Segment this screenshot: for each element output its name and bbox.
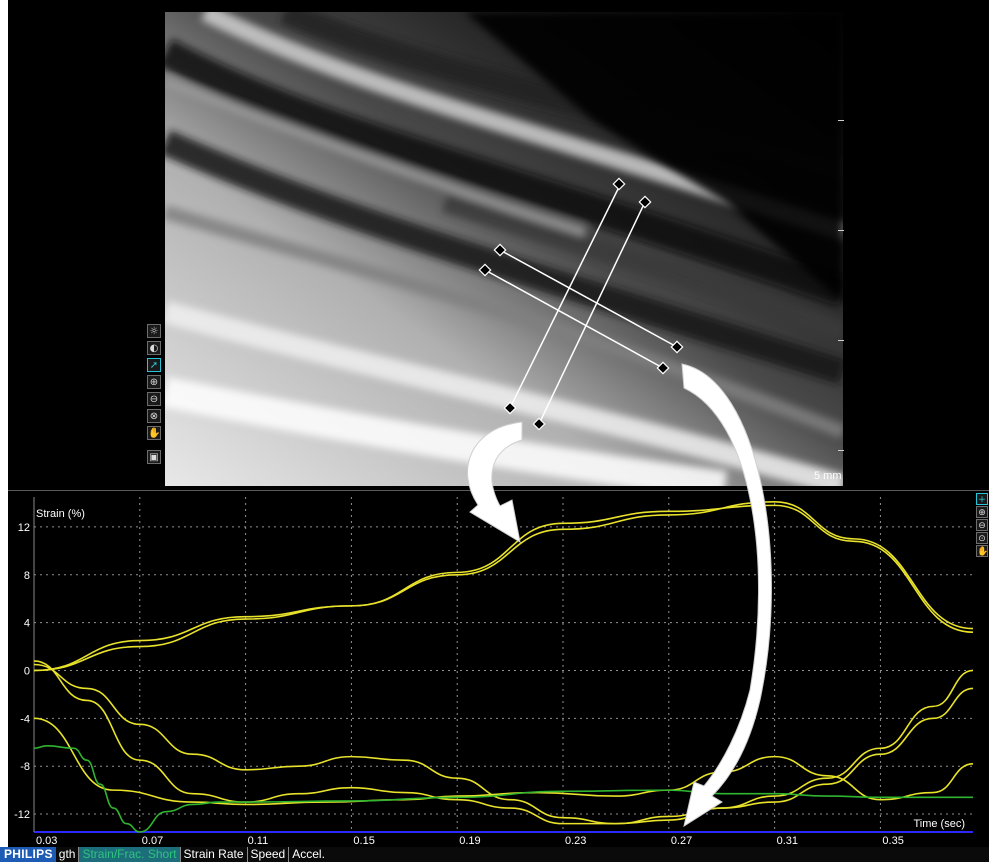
depth-tick [838,120,844,121]
measurement-handles [478,177,684,431]
y-tick-label: -8 [20,761,30,773]
y-tick-label: 8 [24,570,30,582]
tab-strain[interactable]: Strain/Frac. Short [78,847,180,862]
tab-strain-rate[interactable]: Strain Rate [179,847,247,862]
magnify-icon[interactable]: ⊕ [976,506,988,518]
scale-label: 5 mm [814,470,842,482]
x-tick-label: 0.07 [142,835,163,847]
tab-length[interactable]: gth [58,847,76,861]
y-tick-label: -4 [20,713,30,725]
x-tick-label: 0.35 [882,835,903,847]
depth-tick [838,230,844,231]
camera-icon[interactable]: ▣ [147,450,161,464]
depth-tick [838,340,844,341]
strain-series-3 [33,660,973,825]
y-tick-label: 4 [24,618,30,630]
pointer-icon[interactable]: ➚ [147,358,161,372]
magnify-icon[interactable]: ⊖ [976,519,988,531]
mode-tab-bar: PHILIPS gth Strain/Frac. Short Strain Ra… [0,847,989,862]
x-tick-label: 0.23 [565,835,586,847]
tab-speed[interactable]: Speed [246,847,289,862]
graph-toolbar: + ⊕ ⊖ ⊙ ✋ [975,493,989,558]
x-axis-label: Time (sec) [913,818,965,830]
plus-icon[interactable]: + [976,493,988,505]
brand-logo: PHILIPS [0,847,56,862]
x-tick-label: 0.15 [353,835,374,847]
strain-series-1 [33,504,973,672]
strain-series-0 [33,500,973,672]
y-tick-label: 12 [18,522,30,534]
contrast-icon[interactable]: ☼ [147,324,161,338]
strain-series-5 [33,745,973,833]
depth-tick [838,450,844,451]
strain-series-4 [33,717,973,806]
arrow-to-upper-curve [467,421,523,544]
x-tick-label: 0.11 [248,835,269,847]
pan-icon[interactable]: ⊗ [147,409,161,423]
y-tick-label: 0 [24,665,30,677]
magnify-icon[interactable]: ⊙ [976,532,988,544]
ultrasound-image[interactable] [165,12,843,486]
zoom-in-icon[interactable]: ⊕ [147,375,161,389]
x-tick-label: 0.19 [459,835,480,847]
x-tick-label: 0.03 [36,835,57,847]
ultrasound-viewer[interactable]: 5 mm ☼ ◐ ➚ ⊕ ⊖ ⊗ ✋ ▣ [8,0,989,490]
y-axis-label: Strain (%) [36,508,85,520]
hand-icon[interactable]: ✋ [976,545,989,557]
x-tick-label: 0.31 [777,835,798,847]
x-tick-label: 0.27 [671,835,692,847]
tab-accel[interactable]: Accel. [288,847,328,862]
arrow-to-lower-curve [681,363,772,828]
measurement-lines [484,184,678,425]
strain-graph[interactable]: 0.03 0.07 0.11 0.15 0.19 0.23 0.27 0.31 0.35 12 8 4… [8,490,989,848]
left-toolbar: ☼ ◐ ➚ ⊕ ⊖ ⊗ ✋ ▣ [146,324,164,467]
brightness-icon[interactable]: ◐ [147,341,161,355]
zoom-out-icon[interactable]: ⊖ [147,392,161,406]
hand-icon[interactable]: ✋ [147,426,161,440]
y-tick-label: -12 [14,809,30,821]
